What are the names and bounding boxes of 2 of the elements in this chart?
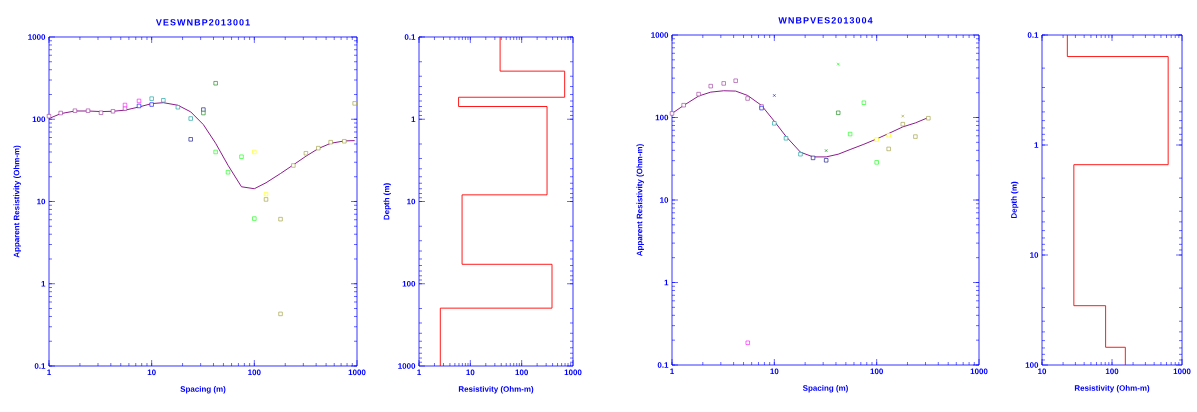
chart-title: WNBPVES2013004 <box>778 17 873 24</box>
chart-title: VESWNBP2013001 <box>155 19 250 26</box>
